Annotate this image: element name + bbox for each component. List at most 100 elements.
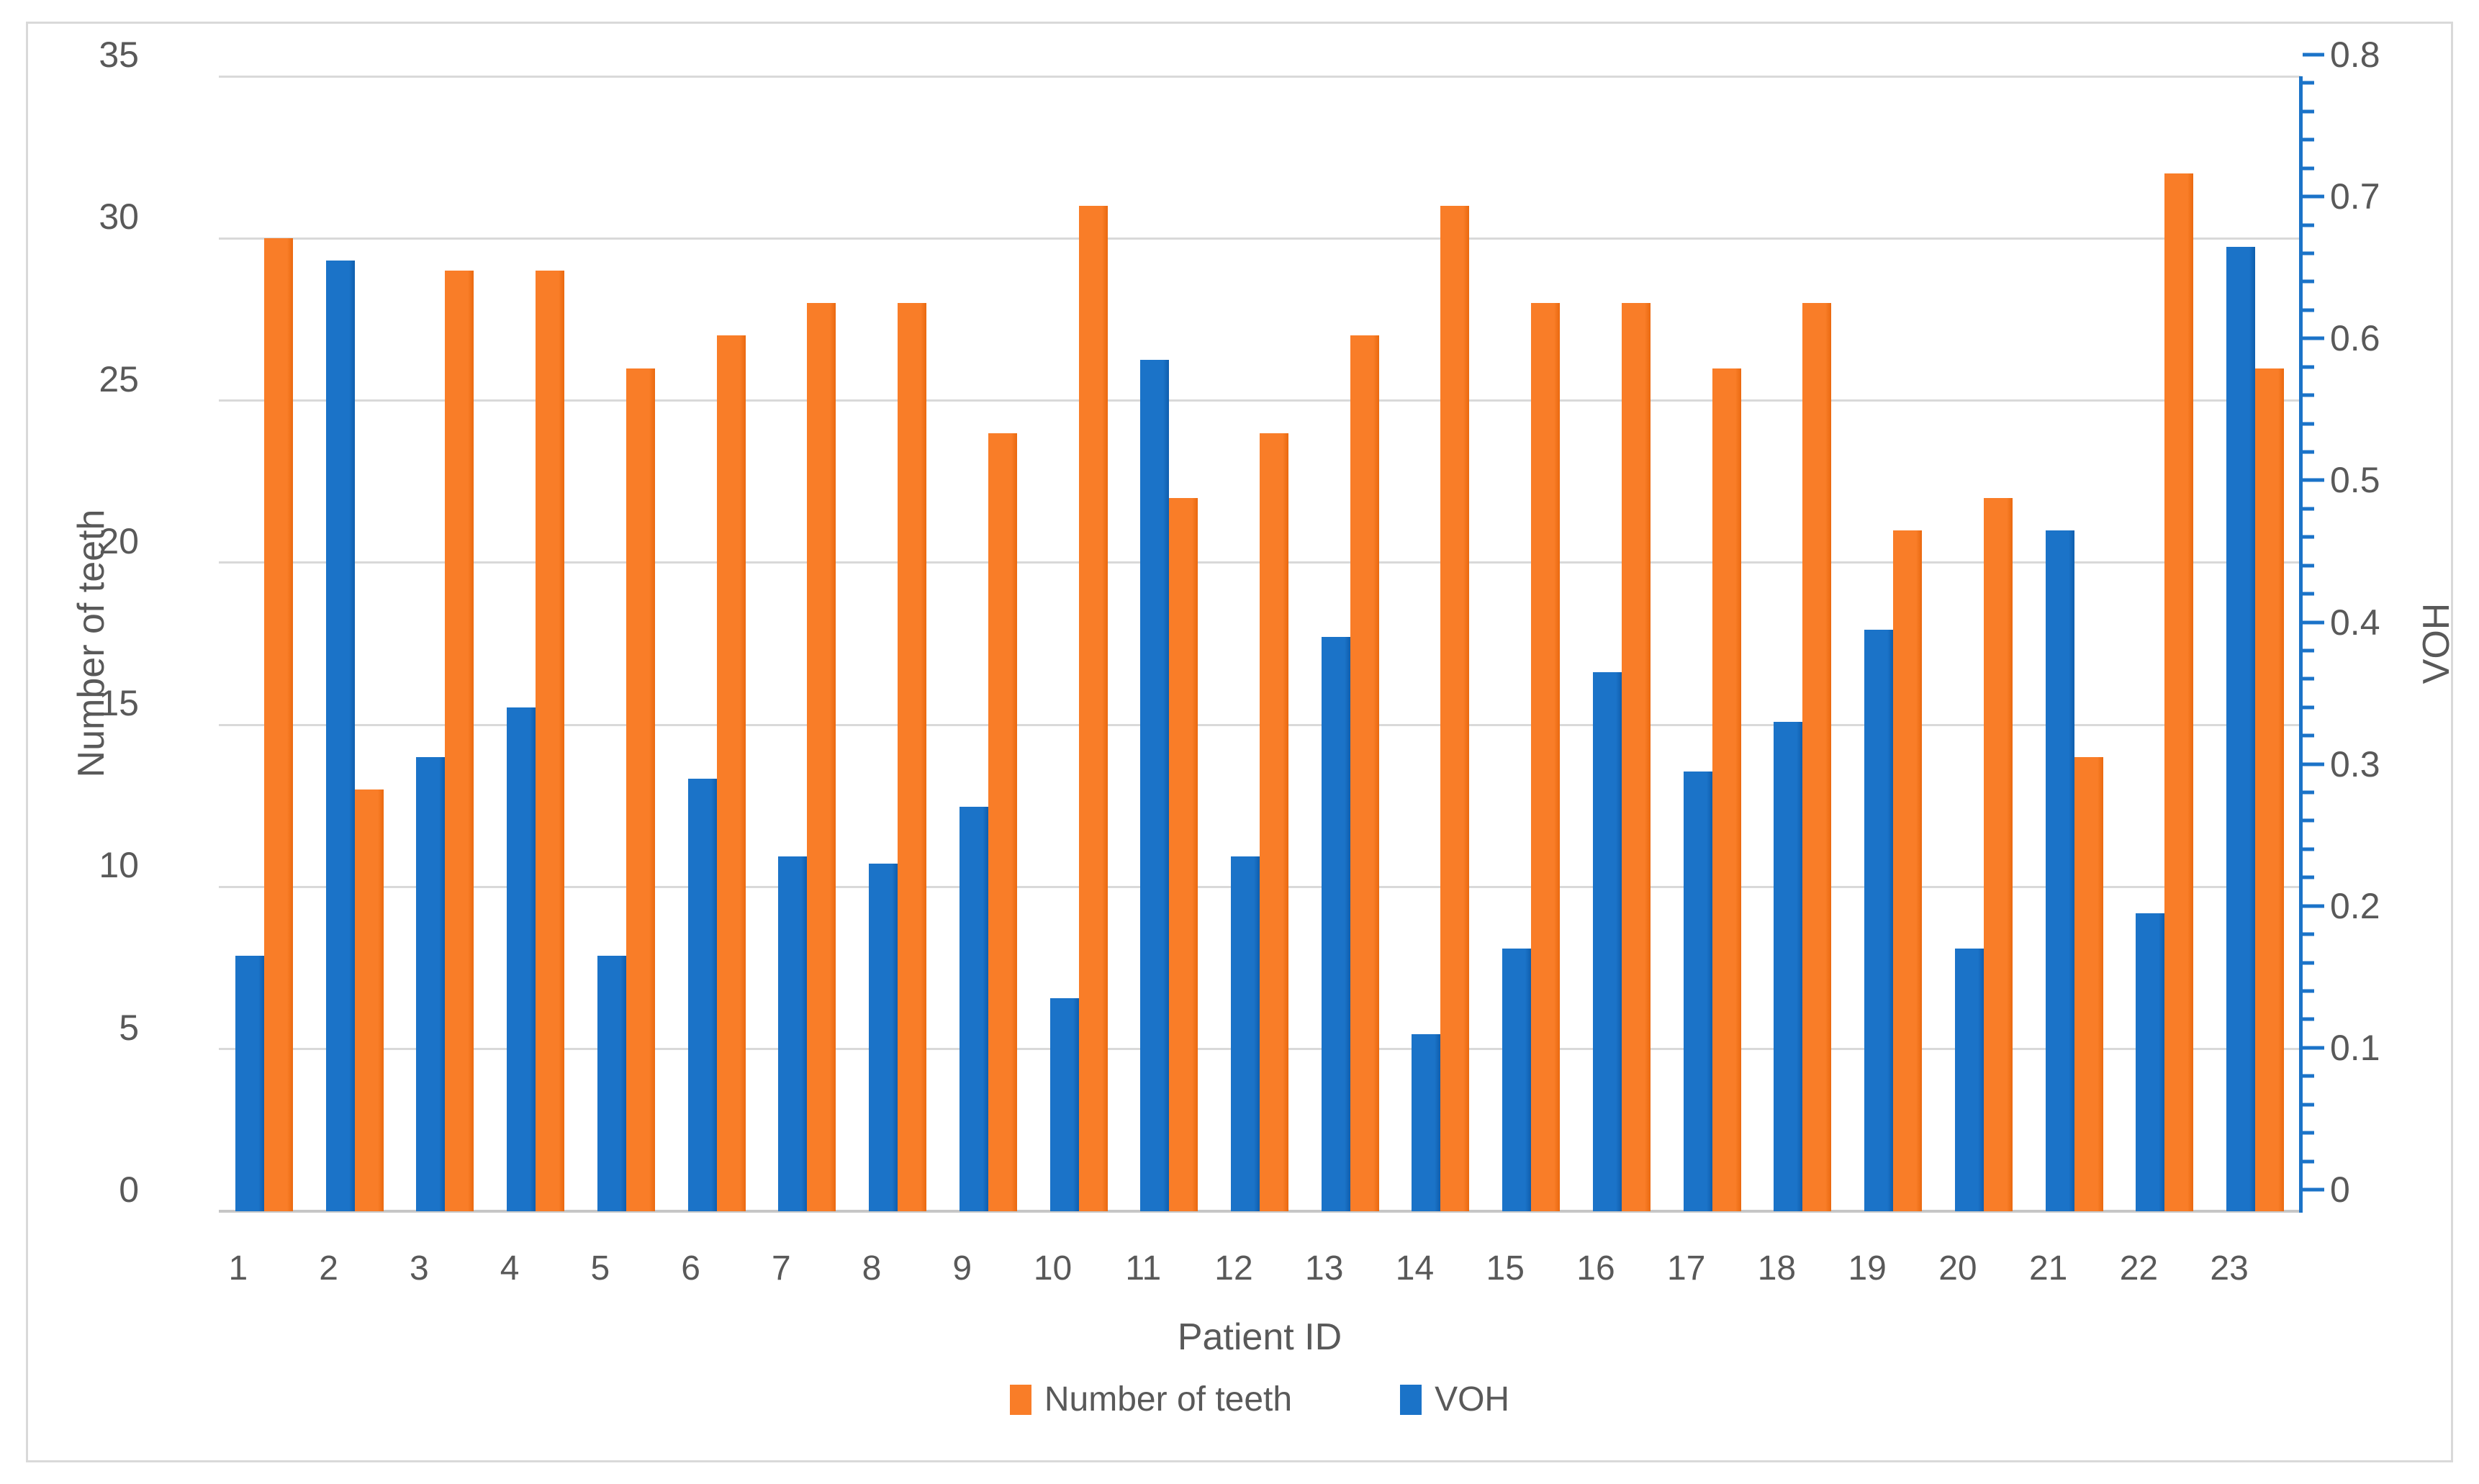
legend-swatch-voh	[1400, 1385, 1422, 1415]
bar-teeth-patient-7	[807, 303, 836, 1211]
left-axis-label-0: 0	[119, 1169, 139, 1210]
gridline-25	[219, 399, 2300, 402]
bar-teeth-patient-5	[626, 368, 655, 1211]
right-axis-label-0.1: 0.1	[2330, 1027, 2380, 1068]
x-tick-label-14: 14	[1395, 1249, 1435, 1288]
right-axis-minor-tick-0.22	[2303, 875, 2314, 879]
x-tick-label-22: 22	[2119, 1249, 2159, 1288]
bar-teeth-patient-6	[716, 335, 746, 1211]
right-axis-label-0.2: 0.2	[2330, 885, 2380, 926]
bar-teeth-patient-18	[1802, 303, 1832, 1211]
right-axis-minor-tick-0.36	[2303, 677, 2314, 681]
bar-teeth-patient-1	[263, 238, 293, 1211]
right-axis-label-0.5: 0.5	[2330, 460, 2380, 501]
right-axis-major-tick-0.00	[2303, 1187, 2324, 1192]
bar-teeth-patient-16	[1621, 303, 1651, 1211]
x-tick-label-23: 23	[2210, 1249, 2249, 1288]
right-axis-minor-tick-0.26	[2303, 818, 2314, 823]
bar-teeth-patient-13	[1350, 335, 1379, 1211]
right-axis-title: VOH	[2416, 602, 2457, 684]
bar-teeth-patient-8	[898, 303, 927, 1211]
right-axis-label-0.4: 0.4	[2330, 602, 2380, 643]
right-axis-minor-tick-0.24	[2303, 847, 2314, 851]
bar-teeth-patient-17	[1712, 368, 1741, 1211]
bar-teeth-patient-19	[1893, 530, 1923, 1211]
right-axis-label-0.8: 0.8	[2330, 35, 2380, 75]
right-axis-major-tick-0.30	[2303, 762, 2324, 766]
x-tick-label-13: 13	[1305, 1249, 1344, 1288]
bar-voh-patient-11	[1140, 360, 1170, 1211]
right-axis-minor-tick-0.74	[2303, 137, 2314, 142]
bar-voh-patient-16	[1592, 671, 1622, 1211]
right-axis-minor-tick-0.78	[2303, 81, 2314, 85]
x-axis-title: Patient ID	[1177, 1316, 1342, 1358]
legend-label-number-of-teeth: Number of teeth	[1044, 1380, 1293, 1419]
bar-teeth-patient-2	[354, 789, 384, 1211]
x-axis-line	[219, 1210, 2300, 1213]
x-tick-label-20: 20	[1938, 1249, 1977, 1288]
left-axis-label-35: 35	[99, 35, 139, 75]
x-tick-label-8: 8	[862, 1249, 882, 1288]
right-axis-minor-tick-0.06	[2303, 1103, 2314, 1107]
bar-voh-patient-8	[869, 864, 898, 1211]
right-axis-minor-tick-0.34	[2303, 705, 2314, 710]
right-axis-major-tick-0.60	[2303, 336, 2324, 340]
right-axis-minor-tick-0.42	[2303, 592, 2314, 596]
x-tick-label-16: 16	[1576, 1249, 1615, 1288]
right-axis-minor-tick-0.54	[2303, 422, 2314, 426]
right-axis-minor-tick-0.04	[2303, 1131, 2314, 1135]
bar-teeth-patient-23	[2255, 368, 2285, 1211]
right-axis-minor-tick-0.56	[2303, 393, 2314, 397]
x-tick-label-9: 9	[952, 1249, 972, 1288]
right-axis-label-0.3: 0.3	[2330, 743, 2380, 784]
bar-voh-patient-5	[597, 956, 626, 1211]
bar-voh-patient-15	[1502, 949, 1532, 1211]
left-axis-label-20: 20	[99, 520, 139, 561]
right-axis-minor-tick-0.62	[2303, 308, 2314, 312]
x-tick-label-10: 10	[1033, 1249, 1073, 1288]
x-tick-label-2: 2	[319, 1249, 338, 1288]
right-axis-line	[2299, 76, 2303, 1213]
right-axis-label-0: 0	[2330, 1169, 2350, 1210]
bar-teeth-patient-3	[445, 271, 474, 1211]
right-axis-minor-tick-0.14	[2303, 989, 2314, 993]
left-axis-label-10: 10	[99, 845, 139, 886]
x-tick-label-1: 1	[228, 1249, 248, 1288]
right-axis-minor-tick-0.68	[2303, 223, 2314, 227]
right-axis-major-tick-0.10	[2303, 1046, 2324, 1050]
right-axis-major-tick-0.50	[2303, 478, 2324, 482]
right-axis-minor-tick-0.28	[2303, 790, 2314, 795]
bar-voh-patient-4	[507, 707, 536, 1211]
left-axis-label-5: 5	[119, 1007, 139, 1048]
bar-voh-patient-6	[687, 778, 717, 1211]
bar-voh-patient-9	[959, 807, 988, 1211]
bar-voh-patient-18	[1774, 721, 1803, 1211]
bar-teeth-patient-12	[1260, 433, 1288, 1211]
bar-voh-patient-21	[2045, 530, 2074, 1211]
x-tick-label-15: 15	[1486, 1249, 1525, 1288]
right-axis-minor-tick-0.64	[2303, 279, 2314, 284]
legend-label-voh: VOH	[1435, 1380, 1510, 1419]
left-axis-label-30: 30	[99, 196, 139, 237]
bar-voh-patient-19	[1864, 629, 1894, 1211]
legend-item-number-of-teeth: Number of teeth	[1009, 1380, 1293, 1419]
bar-teeth-patient-14	[1440, 206, 1470, 1211]
bar-voh-patient-7	[778, 856, 808, 1211]
gridline-35	[219, 75, 2300, 78]
x-tick-label-21: 21	[2028, 1249, 2068, 1288]
right-axis-minor-tick-0.76	[2303, 109, 2314, 114]
right-axis-label-0.7: 0.7	[2330, 176, 2380, 217]
right-axis-major-tick-0.80	[2303, 53, 2324, 57]
bar-voh-patient-20	[1954, 949, 1984, 1211]
bar-teeth-patient-20	[1983, 497, 2013, 1211]
bar-voh-patient-17	[1683, 771, 1712, 1211]
right-axis-minor-tick-0.16	[2303, 961, 2314, 965]
bar-teeth-patient-22	[2164, 173, 2194, 1211]
bar-teeth-patient-15	[1531, 303, 1561, 1211]
right-axis-minor-tick-0.46	[2303, 535, 2314, 539]
bar-teeth-patient-11	[1169, 497, 1198, 1211]
x-tick-label-11: 11	[1125, 1249, 1162, 1288]
right-axis-minor-tick-0.44	[2303, 564, 2314, 568]
right-axis-major-tick-0.70	[2303, 194, 2324, 199]
